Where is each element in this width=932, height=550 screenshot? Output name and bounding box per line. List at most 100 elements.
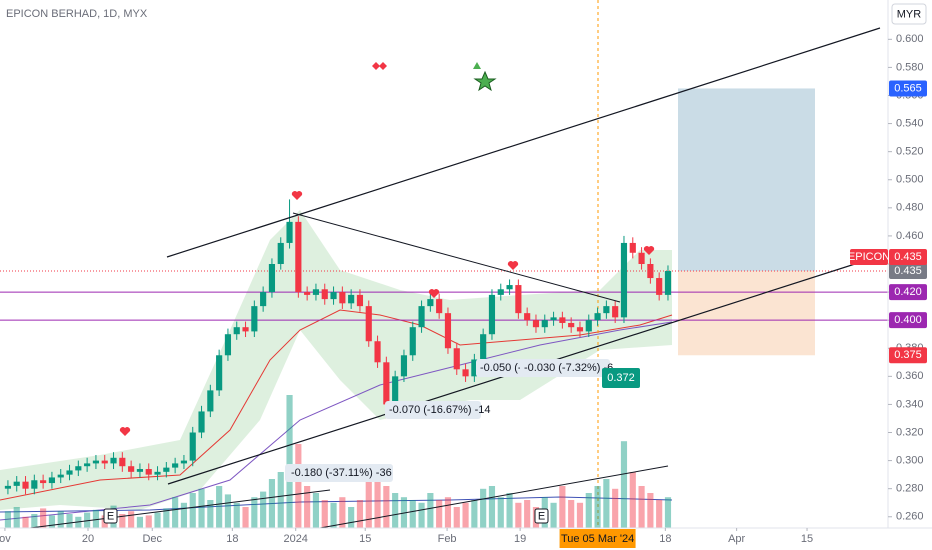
candle-body (304, 292, 311, 295)
price-tag-label: 0.420 (894, 286, 922, 298)
candle-body (383, 362, 390, 405)
candle-body (532, 320, 540, 328)
candle-body (365, 306, 372, 342)
candle-body (154, 471, 161, 475)
candle-body (585, 320, 592, 332)
candle-body (568, 322, 575, 328)
moving-average (0, 309, 673, 501)
price-tag-label: 0.565 (894, 82, 922, 94)
candle-body (576, 327, 584, 332)
volume-bar (656, 500, 663, 528)
volume-bar (603, 479, 610, 528)
volume-bar (365, 472, 372, 528)
candle-body (31, 480, 38, 489)
candle-body (224, 334, 232, 356)
price-tag-label: 0.435 (894, 251, 922, 263)
currency-button[interactable] (891, 3, 927, 25)
candle-body (128, 466, 135, 472)
candle-body (277, 242, 284, 264)
volume-bar (13, 507, 20, 528)
volume-bar (664, 497, 672, 528)
annotation-box (520, 359, 610, 377)
annotation: -0.070 (-16.67%) -14 (389, 404, 491, 416)
annotation: 0.372 (607, 372, 635, 384)
candle-body (603, 306, 610, 314)
y-tick-label: 0.460 (896, 230, 924, 242)
volume-bar (75, 516, 82, 528)
y-tick-label: 0.540 (896, 117, 924, 129)
candle-body (488, 294, 496, 335)
volume-bar (585, 493, 592, 528)
candle-body (418, 306, 425, 328)
candle-body (515, 285, 522, 314)
annotation-box (602, 368, 640, 388)
volume-bar (356, 500, 364, 528)
target-zone (678, 88, 815, 272)
candle-body (172, 463, 179, 468)
volume-bar (506, 493, 513, 528)
price-tag-label: 0.400 (894, 314, 922, 326)
candle-body (656, 278, 663, 295)
volume-bar (295, 444, 302, 528)
heart-marker (428, 289, 440, 298)
y-tick-label: 0.520 (896, 146, 924, 158)
symbol-tag (850, 249, 888, 266)
candle-body (647, 264, 654, 279)
candle-body (356, 294, 364, 307)
x-tick-label: ov (0, 533, 11, 545)
volume-bar (312, 493, 320, 528)
cursor-label: Tue 05 Mar '24 (561, 533, 634, 545)
price-tag (889, 284, 927, 301)
candle-body (84, 463, 91, 467)
event-marker: E (107, 510, 114, 522)
indicators (0, 0, 673, 528)
volume-bar (268, 479, 276, 528)
moving-average (0, 321, 673, 521)
volume-bar (242, 507, 249, 528)
candle-body (444, 313, 452, 349)
candle-body (612, 306, 619, 318)
volume-bar (304, 486, 311, 528)
volume-bar (233, 502, 240, 528)
volume-bar (224, 494, 232, 528)
annotation: -0.030 (-7.32%) -6 (524, 362, 613, 374)
y-tick-label: 0.340 (896, 398, 924, 410)
candle-body (312, 289, 320, 295)
y-tick-label: 0.360 (896, 370, 924, 382)
volume-bar (128, 511, 135, 528)
volume-bar (515, 502, 522, 528)
candle-body (339, 292, 346, 304)
candle-body (559, 317, 566, 323)
volume-bar (92, 509, 100, 528)
candle-body (400, 355, 408, 377)
y-tick-label: 0.500 (896, 174, 924, 186)
time-scale (0, 528, 888, 550)
volume-trend (29, 489, 331, 529)
volume-trend (319, 465, 669, 529)
volume-bar (66, 514, 73, 528)
candle-body (101, 460, 108, 464)
candle-body (436, 299, 443, 314)
candle-body (180, 460, 188, 464)
volume-bar (559, 486, 566, 528)
volume-bar (136, 516, 144, 528)
volume-bar (374, 479, 381, 528)
volume-bar (594, 486, 601, 528)
candle-body (427, 299, 434, 307)
volume-bar (524, 500, 531, 528)
x-tick-label: Apr (728, 533, 745, 545)
candle-body (497, 289, 504, 295)
star-marker (473, 70, 497, 92)
candle-body (22, 481, 29, 489)
candle-body (506, 285, 513, 290)
volume-bar (488, 486, 496, 528)
candle-body (57, 474, 64, 478)
x-tick-label: 18 (226, 533, 238, 545)
candle-body (163, 467, 170, 472)
candle-body (251, 306, 258, 332)
chart-title: EPICON BERHAD, 1D, MYX (6, 8, 148, 20)
candle-body (13, 481, 20, 486)
x-tick-label: 18 (659, 533, 671, 545)
candle-body (409, 327, 416, 356)
